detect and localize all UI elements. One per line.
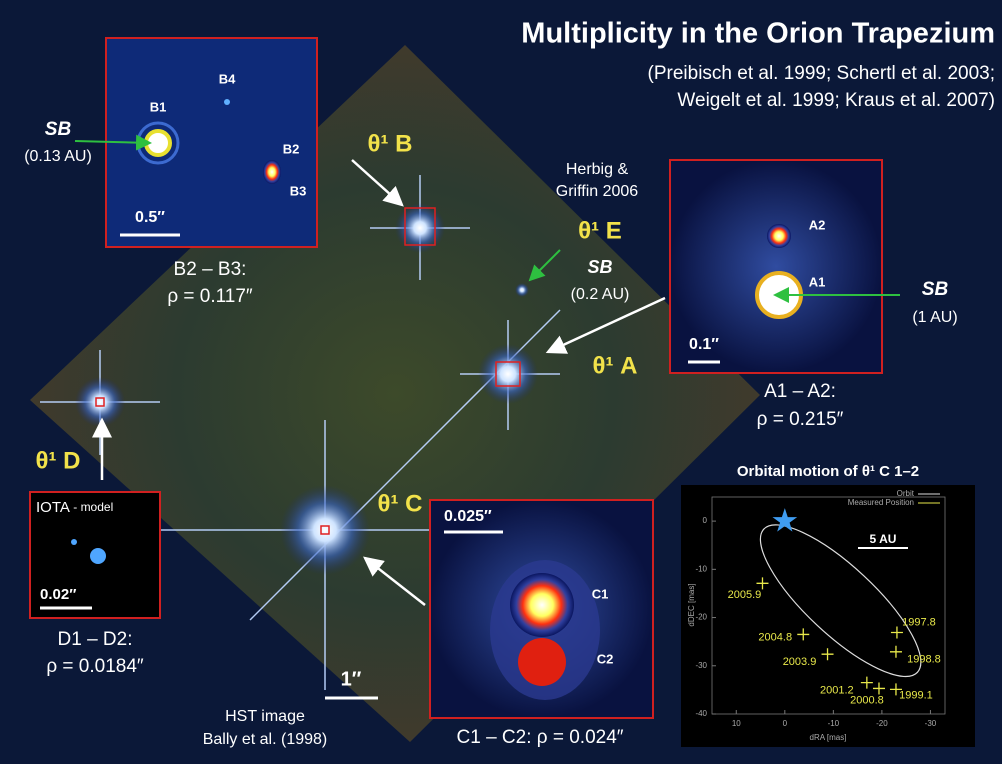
sb: SB <box>922 279 949 300</box>
x-tick-label: -30 <box>925 719 937 728</box>
measured-point <box>872 682 885 695</box>
scale: 0.1″ <box>689 336 719 353</box>
y-label: dDEC [mas] <box>687 583 696 626</box>
star-c <box>280 485 370 575</box>
label: B2 <box>283 141 300 156</box>
iota: IOTA <box>36 499 70 516</box>
orbit <box>759 524 922 678</box>
scale: 1″ <box>341 668 362 690</box>
separation: (0.2 AU) <box>571 286 630 303</box>
title: Multiplicity in the Orion Trapezium <box>521 18 995 50</box>
credit: Herbig & <box>566 161 629 178</box>
point-label: 2000.8 <box>850 694 884 706</box>
point-label: 1997.8 <box>902 616 936 628</box>
label: B1 <box>150 99 167 114</box>
caption: C1 – C2: ρ = 0.024″ <box>457 727 624 748</box>
plot-frame <box>711 496 946 715</box>
arrows <box>92 159 666 606</box>
scale: 0.025″ <box>444 508 492 525</box>
reference: (Preibisch et al. 1999; Schertl et al. 2… <box>648 63 995 84</box>
a2 <box>767 224 791 248</box>
measured-point <box>797 628 810 641</box>
y-tick-label: -40 <box>695 709 707 718</box>
y-tick-label: -20 <box>695 613 707 622</box>
rho: ρ = 0.0184″ <box>46 656 144 677</box>
d2 <box>90 548 106 564</box>
star-boxes <box>95 207 521 535</box>
separation: (1 AU) <box>912 309 957 326</box>
point-label: 1999.1 <box>899 689 933 701</box>
credit: Bally et al. (1998) <box>203 731 328 748</box>
plot-title: Orbital motion of θ¹ C 1–2 <box>737 463 919 480</box>
legend-orbit: Orbit <box>897 489 915 498</box>
star-label: θ¹ C <box>378 490 423 517</box>
star-b <box>395 203 445 253</box>
y-tick-label: 0 <box>703 516 708 525</box>
b2 <box>263 160 281 184</box>
measured-point <box>821 648 834 661</box>
label: A1 <box>809 274 826 289</box>
y-tick-label: -30 <box>695 661 707 670</box>
star-d <box>75 377 125 427</box>
scale: 0.02″ <box>40 586 76 603</box>
label: B4 <box>219 71 236 86</box>
sb-arrows <box>74 134 900 303</box>
legend-measured: Measured Position <box>848 498 914 507</box>
sb: SB <box>587 257 612 277</box>
measured-point <box>756 577 769 590</box>
pair: A1 – A2: <box>764 381 836 402</box>
star-label: θ¹ E <box>578 217 622 244</box>
label: B3 <box>290 183 307 198</box>
credit: Griffin 2006 <box>556 183 639 200</box>
measured-point <box>860 676 873 689</box>
x-label: dRA [mas] <box>810 733 847 742</box>
credit: HST image <box>225 708 305 725</box>
x-tick-label: 10 <box>732 719 741 728</box>
primary-star <box>772 508 798 532</box>
rho: ρ = 0.117″ <box>167 286 253 307</box>
plot-panel <box>681 485 975 747</box>
sb: SB <box>45 119 72 140</box>
b4 <box>224 99 230 105</box>
model: - model <box>73 500 113 514</box>
c2 <box>518 638 566 686</box>
label: C1 <box>592 586 609 601</box>
star-label: θ¹ A <box>593 352 638 379</box>
d-title: IOTA - model <box>36 499 113 516</box>
point-label: 1998.8 <box>907 654 941 666</box>
star-label: θ¹ B <box>368 130 413 157</box>
y-tick-label: -10 <box>695 564 707 573</box>
scale: 0.5″ <box>135 209 165 226</box>
separation: (0.13 AU) <box>24 148 92 165</box>
reference: Weigelt et al. 1999; Kraus et al. 2007) <box>677 90 995 111</box>
star-label: θ¹ D <box>36 447 81 474</box>
point-label: 2003.9 <box>783 656 817 668</box>
measured-point <box>889 683 902 696</box>
x-tick-label: 0 <box>783 719 788 728</box>
a-inset <box>669 159 883 374</box>
x-tick-label: -10 <box>828 719 840 728</box>
label: C2 <box>597 651 614 666</box>
pair: B2 – B3: <box>174 259 247 280</box>
star-a <box>478 344 538 404</box>
rho: ρ = 0.215″ <box>757 409 844 430</box>
pair: D1 – D2: <box>58 629 133 650</box>
point-label: 2001.2 <box>820 685 854 697</box>
d1 <box>71 539 77 545</box>
measured-point <box>889 645 902 658</box>
measured-point <box>890 626 903 639</box>
x-tick-label: -20 <box>876 719 888 728</box>
c1 <box>510 573 574 637</box>
point-label: 2005.9 <box>728 589 762 601</box>
point-label: 2004.8 <box>758 631 792 643</box>
scale-bar-label: 5 AU <box>870 532 897 546</box>
star-e <box>515 283 529 297</box>
label: A2 <box>809 217 826 232</box>
